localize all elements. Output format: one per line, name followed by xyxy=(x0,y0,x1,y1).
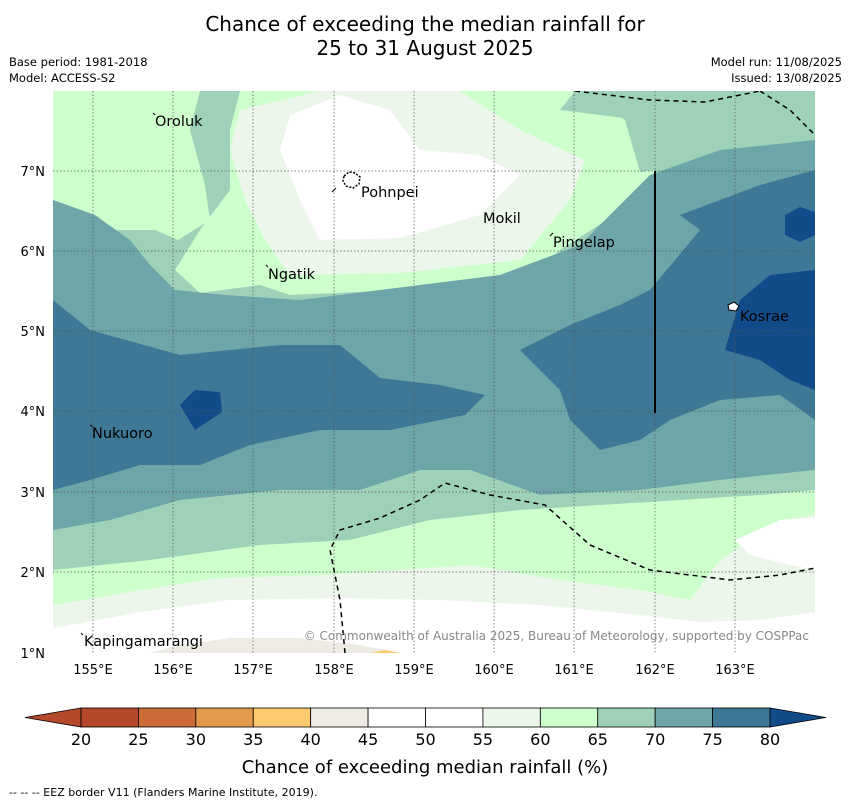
lon-tick: 155°E xyxy=(73,663,113,678)
probability-contours xyxy=(53,91,815,653)
place-pohnpei: Pohnpei xyxy=(361,185,419,201)
base-period: Base period: 1981-2018 xyxy=(9,55,148,69)
colorbar-tick: 70 xyxy=(645,730,665,749)
colorbar-tick: 55 xyxy=(473,730,493,749)
lat-tick: 1°N xyxy=(21,647,46,662)
colorbar-tick: 50 xyxy=(415,730,435,749)
colorbar-extend-high xyxy=(769,707,827,728)
colorbar-tick: 20 xyxy=(71,730,91,749)
contour-75-80-east xyxy=(520,170,815,450)
lon-tick: 158°E xyxy=(314,663,354,678)
colorbar-tick: 25 xyxy=(128,730,148,749)
colorbar-tick: 60 xyxy=(530,730,550,749)
contour-50-55-north xyxy=(280,95,520,240)
islet-marker xyxy=(331,187,337,193)
colorbar-swatch xyxy=(482,707,541,728)
oroluk-marker xyxy=(152,112,156,116)
colorbar-tick: 75 xyxy=(702,730,722,749)
lat-tick: 6°N xyxy=(21,245,46,260)
lat-tick: 5°N xyxy=(21,325,46,340)
colorbar-swatch xyxy=(597,707,656,728)
eez-footnote: -- -- -- EEZ border V11 (Flanders Marine… xyxy=(9,786,318,799)
colorbar-tick: 45 xyxy=(358,730,378,749)
lon-tick: 159°E xyxy=(394,663,434,678)
latitude-labels: 7°N 6°N 5°N 4°N 3°N 2°N 1°N xyxy=(21,165,46,662)
colorbar-swatch xyxy=(654,707,713,728)
map-title: Chance of exceeding the median rainfall … xyxy=(0,12,850,60)
colorbar-swatch xyxy=(252,707,312,728)
lon-tick: 160°E xyxy=(474,663,514,678)
model-name: Model: ACCESS-S2 xyxy=(9,71,116,85)
title-line-2: 25 to 31 August 2025 xyxy=(316,36,534,60)
colorbar-tick: 65 xyxy=(588,730,608,749)
lon-tick: 163°E xyxy=(715,663,755,678)
issued-date: Issued: 13/08/2025 xyxy=(731,71,842,85)
place-kosrae: Kosrae xyxy=(740,309,789,325)
meta-left: Base period: 1981-2018 Model: ACCESS-S2 xyxy=(9,54,148,86)
contour-80-plus-west xyxy=(180,390,222,430)
longitude-labels: 155°E 156°E 157°E 158°E 159°E 160°E 161°… xyxy=(73,663,755,678)
lon-tick: 157°E xyxy=(233,663,273,678)
colorbar-swatch xyxy=(367,707,426,728)
colorbar-title: Chance of exceeding median rainfall (%) xyxy=(242,757,609,778)
colorbar-tick-labels: 20 25 30 35 40 45 50 55 60 65 70 75 80 xyxy=(71,730,780,749)
place-pingelap: Pingelap xyxy=(553,235,615,251)
place-oroluk: Oroluk xyxy=(155,114,203,130)
place-nukuoro: Nukuoro xyxy=(92,426,153,442)
colorbar-tick: 40 xyxy=(300,730,320,749)
nukuoro-marker xyxy=(89,424,94,428)
meta-right: Model run: 11/08/2025 Issued: 13/08/2025 xyxy=(711,54,842,86)
lon-tick: 161°E xyxy=(554,663,594,678)
colorbar-swatch xyxy=(195,707,254,728)
colorbar-swatch xyxy=(310,707,369,728)
colorbar-swatch xyxy=(539,707,599,728)
colorbar-tick: 35 xyxy=(243,730,263,749)
colorbar xyxy=(24,707,827,728)
contour-75-80-west xyxy=(53,300,485,490)
lat-tick: 3°N xyxy=(21,486,46,501)
place-ngatik: Ngatik xyxy=(268,267,316,283)
contour-80-plus-northeast xyxy=(785,207,815,242)
lat-tick: 7°N xyxy=(21,165,46,180)
colorbar-swatch xyxy=(425,707,484,728)
colorbar-tick: 80 xyxy=(760,730,780,749)
place-kapingamarangi: Kapingamarangi xyxy=(84,634,203,650)
place-mokil: Mokil xyxy=(483,211,521,227)
colorbar-swatch xyxy=(712,707,771,728)
colorbar-tick: 30 xyxy=(186,730,206,749)
kapingamarangi-marker xyxy=(80,632,84,636)
contour-60-65-west xyxy=(53,91,210,240)
contour-40-45-south xyxy=(150,638,400,653)
colorbar-swatch xyxy=(138,707,197,728)
kosrae-island xyxy=(727,301,740,312)
pingelap-marker xyxy=(549,232,554,237)
contour-35-40-south xyxy=(370,650,400,653)
lat-tick: 4°N xyxy=(21,405,46,420)
model-run: Model run: 11/08/2025 xyxy=(710,55,842,69)
lon-tick: 162°E xyxy=(635,663,675,678)
contour-80-plus-east xyxy=(725,270,815,390)
lon-tick: 156°E xyxy=(153,663,193,678)
colorbar-extend-low xyxy=(24,707,82,728)
ngatik-marker xyxy=(265,264,269,268)
copyright-notice: © Commonwealth of Australia 2025, Bureau… xyxy=(304,629,809,643)
pohnpei-island xyxy=(342,171,361,189)
colorbar-swatch xyxy=(80,707,139,728)
eez-border xyxy=(329,91,815,653)
contour-50-55-southeast xyxy=(735,518,815,570)
lat-tick: 2°N xyxy=(21,566,46,581)
title-line-1: Chance of exceeding the median rainfall … xyxy=(205,12,645,36)
